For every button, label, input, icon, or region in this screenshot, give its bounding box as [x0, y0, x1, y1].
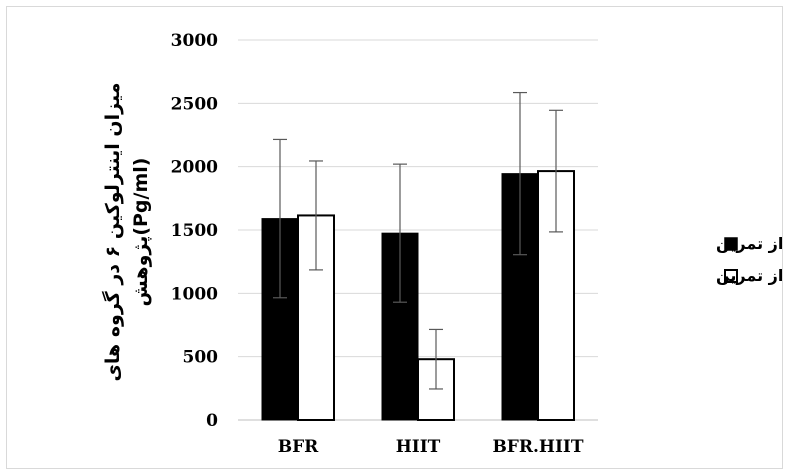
- legend-swatch-after: [724, 269, 738, 283]
- y-axis-label-line2: پژوهش(Pg/ml): [130, 158, 152, 307]
- legend: قبل از تمرین بعد از تمرین: [716, 234, 787, 285]
- legend-label-before: قبل از تمرین: [716, 234, 787, 253]
- y-tick-label: 3000: [171, 31, 218, 51]
- legend-swatch-before: [724, 237, 738, 251]
- x-tick-label: HIIT: [396, 437, 441, 457]
- y-tick-label: 2000: [171, 158, 218, 178]
- error-bars: [273, 91, 563, 390]
- bar-after-BFR.HIIT: [537, 170, 575, 421]
- y-tick-label: 1000: [171, 284, 218, 304]
- y-tick-label: 1500: [171, 221, 218, 241]
- y-tick-label: 500: [183, 348, 219, 368]
- x-tick-labels: BFR HIIT BFR.HIIT: [278, 437, 584, 457]
- x-tick-label: BFR.HIIT: [492, 437, 583, 457]
- y-axis-label-line1: میزان اینترلوکین ۶ در گروه های: [101, 83, 124, 382]
- y-tick-labels: 0 500 1000 1500 2000 2500 3000: [171, 31, 218, 431]
- y-tick-label: 0: [206, 411, 218, 431]
- legend-label-after: بعد از تمرین: [716, 266, 787, 285]
- x-tick-label: BFR: [278, 437, 319, 457]
- bars: [261, 170, 575, 422]
- y-tick-label: 2500: [171, 94, 218, 114]
- y-axis-label: میزان اینترلوکین ۶ در گروه های پژوهش(Pg/…: [101, 83, 152, 382]
